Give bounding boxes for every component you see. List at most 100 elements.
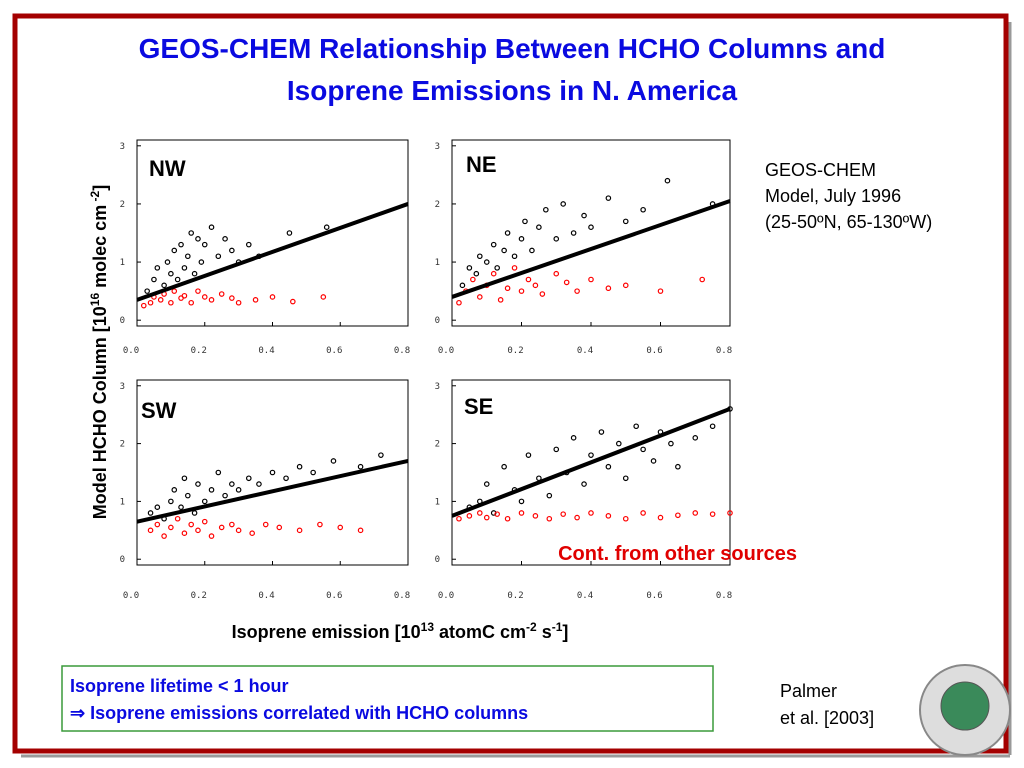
data-point <box>256 481 262 487</box>
data-point <box>161 282 167 289</box>
y-tick-label: 0 <box>120 555 125 565</box>
data-point <box>522 218 528 225</box>
data-point <box>563 279 570 286</box>
data-point <box>181 265 188 271</box>
data-point <box>188 299 195 306</box>
data-point <box>178 504 184 510</box>
data-point <box>201 241 208 248</box>
superscript: -2 <box>88 190 102 204</box>
data-point <box>188 521 195 528</box>
data-point <box>330 458 337 464</box>
data-point <box>168 498 174 505</box>
data-point <box>310 469 316 476</box>
fit-line <box>451 407 731 518</box>
data-point <box>727 510 733 516</box>
data-point <box>269 469 276 476</box>
data-point <box>504 230 511 236</box>
y-tick-label: 2 <box>120 440 125 450</box>
data-point <box>633 423 639 430</box>
data-point <box>168 524 174 531</box>
data-point <box>476 294 483 300</box>
data-point <box>501 463 507 470</box>
data-point <box>518 236 525 242</box>
data-point <box>529 247 535 254</box>
data-point <box>525 276 532 283</box>
data-point <box>296 527 303 534</box>
data-point <box>543 206 549 213</box>
x-tick-label: 0.8 <box>394 346 410 356</box>
frame <box>12 13 1009 754</box>
y-tick-label: 3 <box>120 382 125 392</box>
data-point <box>709 423 716 430</box>
data-point <box>222 236 228 242</box>
data-point <box>668 440 674 447</box>
data-point <box>511 253 518 260</box>
data-point <box>218 524 225 531</box>
y-tick-label: 1 <box>435 258 440 268</box>
data-point <box>588 452 594 458</box>
data-point <box>560 511 567 517</box>
x-tick-label: 0.8 <box>716 346 732 356</box>
data-point <box>249 530 255 537</box>
data-point <box>337 524 344 531</box>
x-tick-label: 0.6 <box>646 346 662 356</box>
data-point <box>536 224 542 230</box>
data-point <box>154 504 161 510</box>
x-tick-label: 0.2 <box>191 346 207 356</box>
data-point <box>675 463 681 470</box>
data-point <box>208 487 215 493</box>
data-point <box>157 297 164 303</box>
data-point <box>581 481 587 487</box>
data-point <box>657 288 664 294</box>
data-point <box>588 276 594 283</box>
data-point <box>605 513 612 519</box>
data-point <box>546 492 553 499</box>
superscript: -2 <box>526 620 537 634</box>
data-point <box>456 515 462 522</box>
data-point <box>622 515 629 522</box>
data-point <box>201 498 208 505</box>
superscript: -1 <box>552 620 563 634</box>
x-tick-label: 0.4 <box>577 346 593 356</box>
data-point <box>215 469 222 476</box>
data-point <box>456 299 462 306</box>
data-point <box>459 282 466 289</box>
data-point <box>640 446 646 453</box>
x-tick-label: 0.0 <box>438 591 454 601</box>
data-point <box>581 212 587 219</box>
label-part: Isoprene emission [10 <box>232 622 421 642</box>
data-point <box>470 276 476 283</box>
data-point <box>283 475 289 482</box>
y-tick-label: 2 <box>435 440 440 450</box>
data-point <box>181 475 188 482</box>
data-point <box>483 481 490 487</box>
data-point <box>154 265 161 271</box>
data-point <box>296 463 303 470</box>
data-point <box>276 524 283 531</box>
data-point <box>185 253 191 260</box>
data-point <box>195 236 201 242</box>
data-point <box>147 527 154 534</box>
data-point <box>181 292 188 299</box>
logo-globe <box>940 681 990 731</box>
data-point <box>269 294 276 300</box>
data-point <box>378 452 384 458</box>
data-point <box>144 288 150 294</box>
data-point <box>208 297 215 303</box>
data-point <box>218 291 225 297</box>
data-point <box>504 515 511 522</box>
data-point <box>692 510 699 516</box>
data-point <box>229 295 235 301</box>
label-part: ] <box>562 622 568 642</box>
fit-line <box>136 202 409 302</box>
data-point <box>151 276 157 283</box>
panel-label: NE <box>466 152 497 177</box>
y-tick-label: 3 <box>435 382 440 392</box>
data-point <box>466 265 473 271</box>
label-part: ] <box>90 185 110 191</box>
data-point <box>208 533 215 539</box>
data-point <box>532 513 539 519</box>
data-point <box>198 259 205 265</box>
data-point <box>191 270 198 277</box>
x-tick-label: 0.4 <box>577 591 593 601</box>
